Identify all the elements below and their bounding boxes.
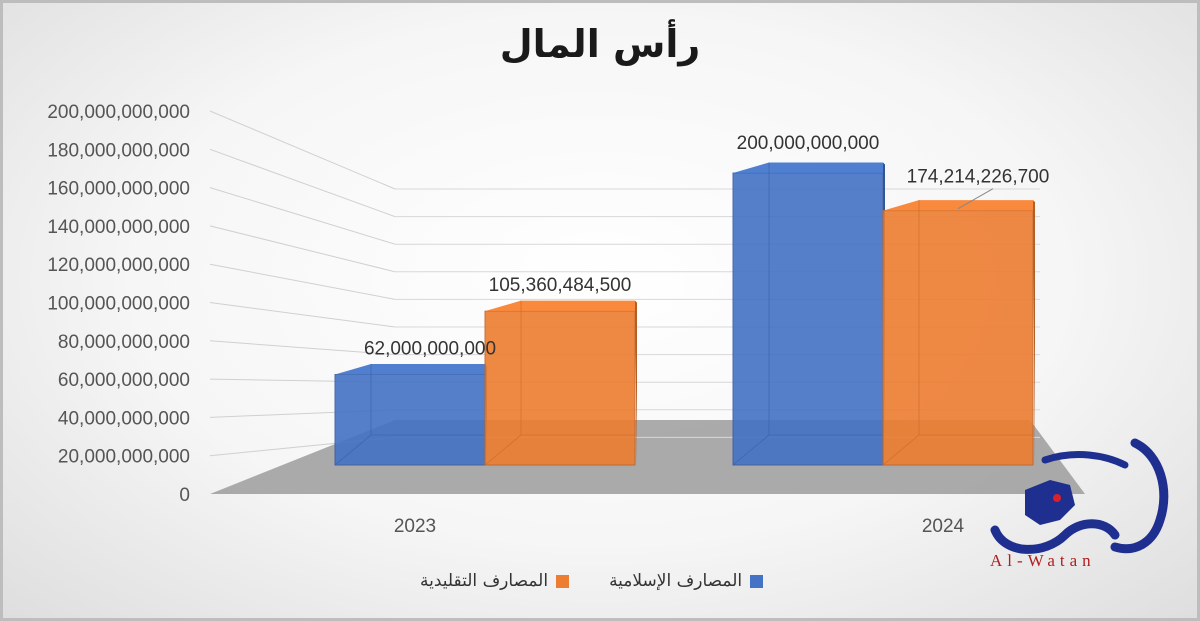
legend: المصارف الإسلامية المصارف التقليدية bbox=[420, 563, 764, 599]
bar-conventional-2023 bbox=[484, 300, 637, 466]
al-watan-logo bbox=[990, 438, 1169, 554]
bar-front bbox=[732, 172, 884, 466]
data-label: 62,000,000,000 bbox=[364, 338, 496, 359]
y-tick-label: 120,000,000,000 bbox=[47, 255, 190, 276]
bar-front bbox=[484, 310, 636, 466]
gridline-diagonal bbox=[209, 187, 396, 245]
y-tick-label: 60,000,000,000 bbox=[58, 370, 190, 391]
legend-swatch-conventional bbox=[556, 574, 570, 588]
y-tick-label: 0 bbox=[179, 485, 190, 506]
bar-edge bbox=[882, 434, 920, 466]
bar-side bbox=[635, 300, 637, 465]
data-label: 105,360,484,500 bbox=[489, 275, 632, 296]
bar-top bbox=[733, 162, 883, 173]
data-label: 200,000,000,000 bbox=[737, 133, 880, 154]
gridline-diagonal bbox=[209, 340, 396, 356]
y-tick-label: 140,000,000,000 bbox=[47, 217, 190, 238]
y-tick-label: 160,000,000,000 bbox=[47, 179, 190, 200]
bar-islamic-2023 bbox=[334, 363, 487, 466]
legend-label-conventional: المصارف التقليدية bbox=[420, 571, 549, 591]
bar-conventional-2024 bbox=[882, 200, 1035, 466]
legend-item-conventional: المصارف التقليدية bbox=[420, 571, 570, 591]
y-tick-label: 180,000,000,000 bbox=[47, 140, 190, 161]
bar-front bbox=[334, 373, 486, 466]
bar-top bbox=[335, 363, 485, 375]
gridline-diagonal bbox=[209, 263, 396, 300]
al-watan-wordmark: Al-Watan bbox=[990, 551, 1096, 570]
gridline-diagonal bbox=[209, 148, 396, 218]
bar-edge bbox=[732, 434, 770, 466]
bar-side bbox=[1033, 200, 1035, 466]
bar-top bbox=[485, 300, 635, 312]
chart-title: رأس المال bbox=[499, 22, 701, 66]
gridline-diagonal bbox=[209, 302, 396, 328]
x-category-label: 2023 bbox=[394, 516, 436, 537]
y-tick-label: 200,000,000,000 bbox=[47, 102, 190, 123]
bar-front bbox=[882, 210, 1034, 466]
data-label-leader bbox=[957, 188, 994, 210]
y-tick-label: 40,000,000,000 bbox=[58, 408, 190, 429]
legend-item-islamic: المصارف الإسلامية bbox=[609, 571, 764, 591]
legend-label-islamic: المصارف الإسلامية bbox=[609, 571, 743, 591]
gridline-diagonal bbox=[209, 225, 396, 273]
y-tick-label: 100,000,000,000 bbox=[47, 294, 190, 315]
y-tick-label: 20,000,000,000 bbox=[58, 447, 190, 468]
data-label: 174,214,226,700 bbox=[907, 167, 1050, 188]
gridline-diagonal bbox=[209, 110, 396, 190]
bar-top bbox=[883, 200, 1033, 211]
bar-islamic-2024 bbox=[732, 162, 885, 466]
x-category-label: 2024 bbox=[922, 516, 965, 537]
y-tick-label: 80,000,000,000 bbox=[58, 332, 190, 353]
legend-swatch-islamic bbox=[750, 574, 764, 588]
bar-edge bbox=[334, 434, 372, 466]
bar-edge bbox=[484, 434, 522, 466]
